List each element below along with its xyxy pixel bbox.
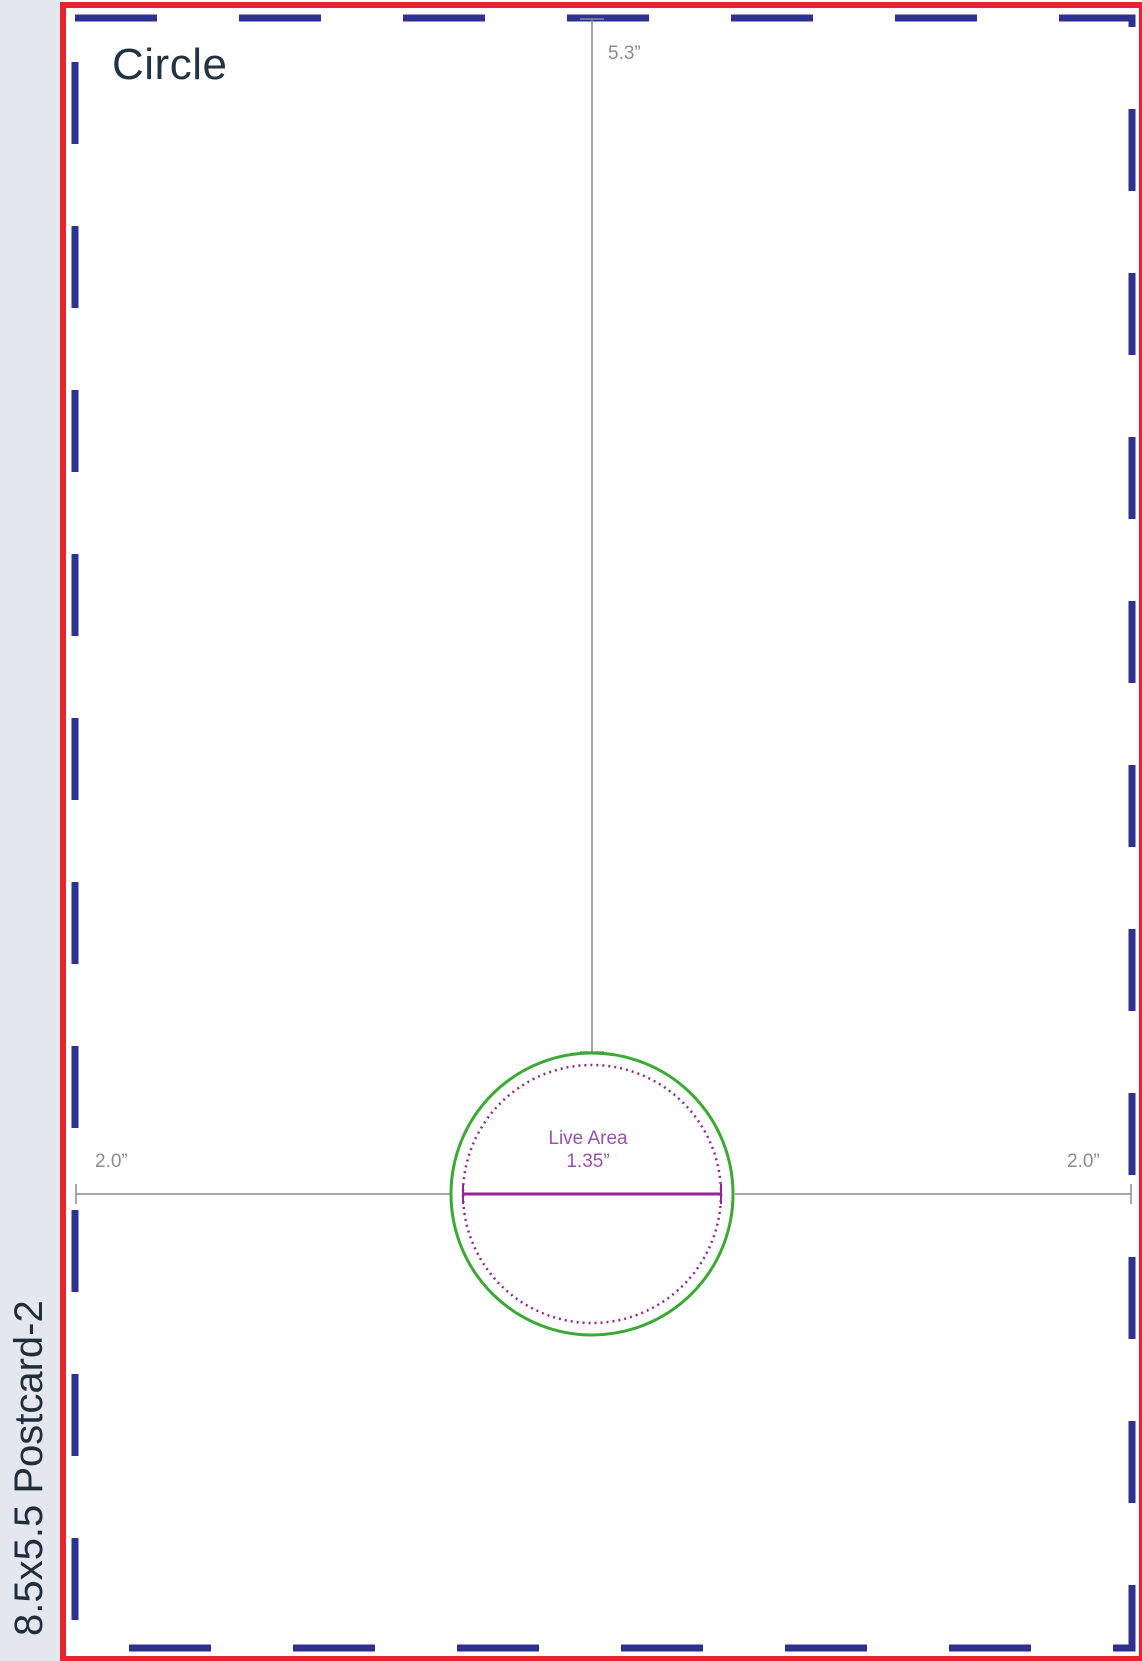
vertical-dimension-label: 5.3” [608, 43, 641, 64]
left-dimension-label: 2.0” [95, 1151, 128, 1172]
cut-line-circle [449, 1051, 735, 1337]
live-area-diameter-line [462, 1184, 722, 1204]
trim-border [60, 2, 1142, 1661]
right-horizontal-dimension-line [735, 1184, 1132, 1204]
left-horizontal-dimension-line [75, 1184, 450, 1204]
right-dimension-label: 2.0” [1067, 1151, 1100, 1172]
vertical-dimension-line [580, 18, 604, 1053]
live-area-label-group: Live Area 1.35” [508, 1127, 668, 1173]
safe-area-dashed-border [71, 14, 1136, 1652]
side-strip: 8.5x5.5 Postcard-2 [0, 0, 60, 1661]
live-area-label: Live Area [548, 1128, 628, 1149]
live-area-diameter-label: 1.35” [566, 1151, 610, 1172]
shape-title: Circle [112, 40, 228, 89]
